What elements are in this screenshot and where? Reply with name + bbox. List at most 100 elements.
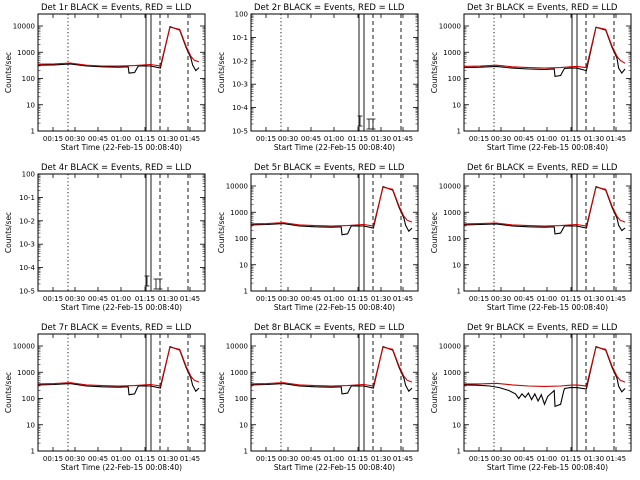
y-tick-label: 1: [31, 128, 35, 136]
x-tick-label: 00:15: [256, 135, 276, 143]
y-tick-label: 10: [239, 421, 248, 429]
chart-panel-2: Det 2r BLACK = Events, RED = LLD Counts/s…: [217, 3, 419, 152]
y-tick-label: 10: [452, 101, 461, 109]
y-tick-label: 10: [26, 101, 35, 109]
y-tick-label: 10000: [439, 343, 461, 351]
plot-frame: [463, 13, 632, 132]
x-tick-label: 00:45: [88, 295, 108, 303]
x-tick-label: 01:30: [584, 455, 604, 463]
x-tick-label: 00:30: [491, 295, 511, 303]
y-axis-label: Counts/sec: [430, 52, 439, 93]
plot-frame: [37, 173, 206, 292]
y-tick-label: 1: [457, 288, 461, 296]
x-tick-label: 01:45: [393, 135, 413, 143]
plot-frame: [250, 333, 419, 452]
x-tick-label: 01:00: [324, 135, 344, 143]
y-tick-label: 10-5: [19, 288, 35, 296]
x-tick-label: 01:30: [371, 295, 391, 303]
events-series-line: [250, 345, 413, 395]
x-tick-label: 01:30: [371, 135, 391, 143]
x-tick-label: 00:45: [88, 455, 108, 463]
chart-title: Det 2r BLACK = Events, RED = LLD: [254, 3, 405, 13]
x-tick-label: 00:45: [88, 135, 108, 143]
x-tick-label: 01:00: [111, 135, 131, 143]
y-tick-label: 100: [22, 395, 35, 403]
chart-title: Det 8r BLACK = Events, RED = LLD: [254, 323, 405, 333]
y-tick-label: 10000: [439, 23, 461, 31]
lld-series-line: [250, 346, 413, 387]
lld-series-line: [37, 346, 200, 387]
y-tick-label: 10000: [13, 343, 35, 351]
x-tick-label: 01:00: [537, 455, 557, 463]
chart-panel-9: Det 9r BLACK = Events, RED = LLD Counts/s…: [430, 323, 632, 472]
y-tick-label: 10: [26, 421, 35, 429]
y-tick-label: 100: [22, 75, 35, 83]
plot-frame: [250, 173, 419, 292]
y-tick-label: 1: [457, 128, 461, 136]
events-series-line: [250, 185, 413, 236]
y-axis-label: Counts/sec: [217, 52, 226, 93]
x-tick-label: 01:30: [584, 135, 604, 143]
x-tick-label: 01:45: [606, 295, 626, 303]
y-tick-label: 10: [452, 421, 461, 429]
x-tick-label: 00:30: [65, 295, 85, 303]
chart-title: Det 9r BLACK = Events, RED = LLD: [467, 323, 618, 333]
x-tick-label: 01:15: [348, 135, 368, 143]
x-tick-label: 01:00: [537, 295, 557, 303]
x-tick-label: 01:30: [158, 455, 178, 463]
y-tick-label: 1000: [230, 209, 248, 217]
x-tick-label: 01:15: [561, 135, 581, 143]
y-tick-label: 1000: [443, 369, 461, 377]
x-tick-label: 00:15: [469, 295, 489, 303]
chart-panel-1: Det 1r BLACK = Events, RED = LLD Counts/s…: [4, 3, 206, 152]
y-axis-label: Counts/sec: [4, 52, 13, 93]
x-tick-label: 00:30: [65, 135, 85, 143]
y-tick-label: 10000: [13, 23, 35, 31]
plot-frame: [37, 13, 206, 132]
y-tick-label: 10000: [439, 183, 461, 191]
error-bar-marker: [153, 278, 159, 290]
error-bar-marker: [366, 118, 372, 130]
x-tick-label: 01:00: [324, 455, 344, 463]
x-tick-label: 01:15: [561, 455, 581, 463]
x-tick-label: 00:45: [514, 135, 534, 143]
x-tick-label: 01:00: [111, 295, 131, 303]
y-tick-label: 100: [235, 235, 248, 243]
error-bar-marker: [357, 115, 363, 127]
x-tick-label: 01:45: [180, 295, 200, 303]
y-tick-label: 10: [239, 261, 248, 269]
x-tick-label: 00:45: [301, 455, 321, 463]
y-tick-label: 10000: [226, 343, 248, 351]
lld-series-line: [463, 186, 626, 227]
y-tick-label: 1: [31, 448, 35, 456]
y-tick-label: 10-5: [232, 128, 248, 136]
x-tick-label: 01:45: [393, 295, 413, 303]
y-tick-label: 1: [244, 288, 248, 296]
lld-series-line: [463, 26, 626, 69]
y-tick-label: 100: [235, 395, 248, 403]
x-tick-label: 01:15: [135, 455, 155, 463]
plot-frame: [463, 333, 632, 452]
x-tick-label: 01:00: [111, 455, 131, 463]
y-tick-label: 1000: [17, 49, 35, 57]
chart-title: Det 1r BLACK = Events, RED = LLD: [41, 3, 192, 13]
x-tick-label: 00:30: [491, 135, 511, 143]
y-tick-label: 100: [448, 235, 461, 243]
chart-title: Det 4r BLACK = Events, RED = LLD: [41, 163, 192, 173]
y-tick-label: 1: [457, 448, 461, 456]
y-axis-label: Counts/sec: [4, 212, 13, 253]
x-tick-label: 00:30: [65, 455, 85, 463]
y-tick-label: 100: [448, 75, 461, 83]
x-axis-label: Start Time (22-Feb-15 00:08:40): [274, 463, 395, 472]
y-tick-label: 1000: [230, 369, 248, 377]
chart-title: Det 3r BLACK = Events, RED = LLD: [467, 3, 618, 13]
chart-panel-6: Det 6r BLACK = Events, RED = LLD Counts/s…: [430, 163, 632, 312]
x-axis-label: Start Time (22-Feb-15 00:08:40): [487, 143, 608, 152]
x-tick-label: 00:15: [43, 455, 63, 463]
x-tick-label: 00:30: [278, 135, 298, 143]
x-tick-label: 01:00: [537, 135, 557, 143]
chart-title: Det 7r BLACK = Events, RED = LLD: [41, 323, 192, 333]
y-tick-label: 10-2: [232, 57, 248, 65]
x-axis-label: Start Time (22-Feb-15 00:08:40): [487, 463, 608, 472]
